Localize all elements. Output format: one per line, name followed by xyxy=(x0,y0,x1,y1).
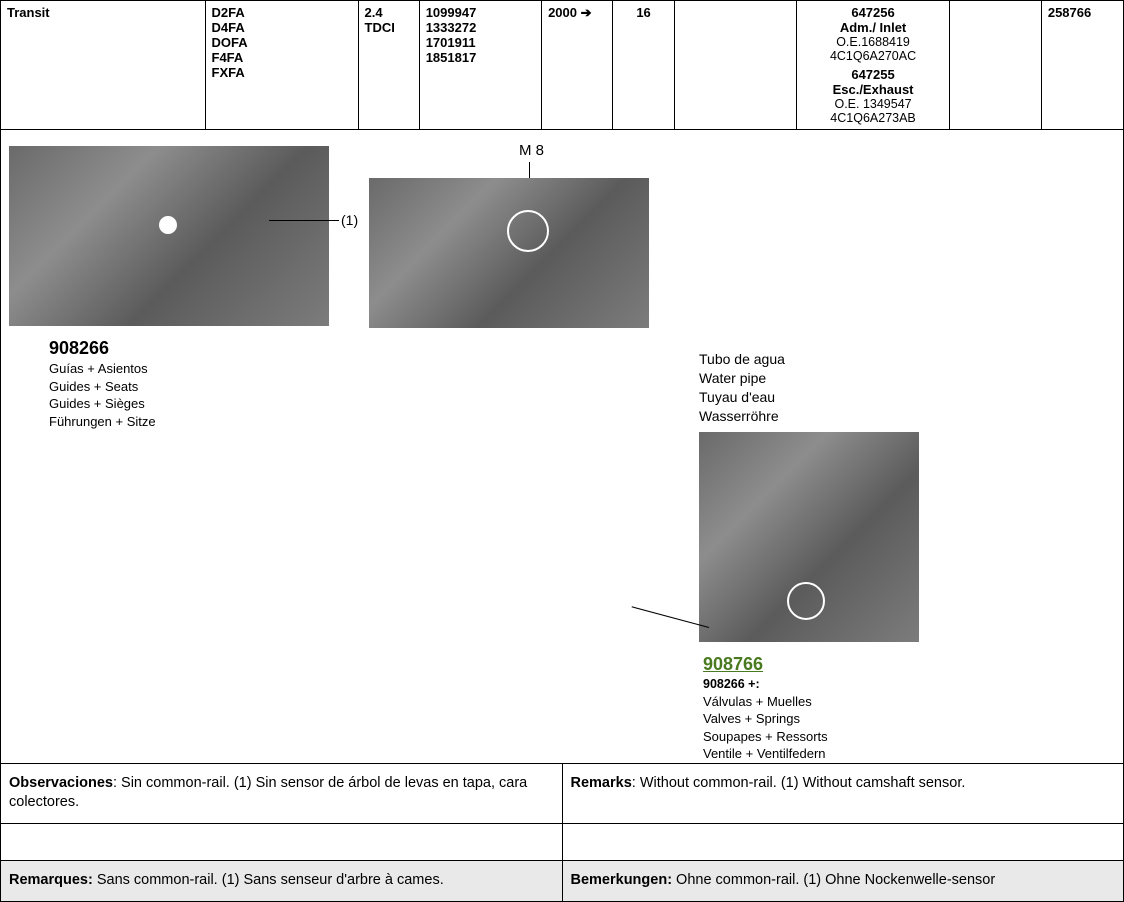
caption-line: Guides + Seats xyxy=(49,378,349,396)
product-image-wrap: (1) xyxy=(9,140,349,326)
catalog-entry: Transit D2FA D4FA DOFA F4FA FXFA 2.4 TDC… xyxy=(0,0,1124,902)
ref-partno: 647256 xyxy=(803,5,943,20)
blank-cell xyxy=(950,1,1042,130)
caption-line: Führungen + Sitze xyxy=(49,413,349,431)
cylinder-head-side-image xyxy=(9,146,329,326)
cylinder-head-top-image xyxy=(699,432,919,642)
caption-line: Válvulas + Muelles xyxy=(703,693,1079,711)
product-right: Tubo de agua Water pipe Tuyau d'eau Wass… xyxy=(699,140,1079,763)
arrow-right-icon: ➔ xyxy=(581,5,592,20)
spacer xyxy=(563,824,1124,860)
remarks-es: Observaciones: Sin common-rail. (1) Sin … xyxy=(1,764,563,823)
cylinder-head-detail-image xyxy=(369,178,649,328)
engine-code: F4FA xyxy=(212,50,352,65)
label-line: Tuyau d'eau xyxy=(699,388,1079,407)
ref-oe: 4C1Q6A270AC xyxy=(803,49,943,63)
part-number: 908266 xyxy=(49,336,349,360)
product-image-wrap: M 8 xyxy=(369,148,679,328)
part-codes-cell: 1099947 1333272 1701911 1851817 xyxy=(419,1,541,130)
remarks-text: : Without common-rail. (1) Without camsh… xyxy=(632,775,966,791)
caption-line: Valves + Springs xyxy=(703,710,1079,728)
engine-code: D4FA xyxy=(212,20,352,35)
callout-1: (1) xyxy=(341,212,358,228)
remarks-en: Remarks: Without common-rail. (1) Withou… xyxy=(563,764,1124,823)
product-caption: 908766 908266 +: Válvulas + Muelles Valv… xyxy=(699,652,1079,763)
ref-partno: 647255 xyxy=(803,67,943,82)
caption-line: Guides + Sièges xyxy=(49,395,349,413)
engine-code: DOFA xyxy=(212,35,352,50)
remarks-text: Ohne common-rail. (1) Ohne Nockenwelle-s… xyxy=(672,872,995,888)
label-line: Tubo de agua xyxy=(699,350,1079,369)
product-left: (1) 908266 Guías + Asientos Guides + Sea… xyxy=(9,140,349,430)
remarks-section: Observaciones: Sin common-rail. (1) Sin … xyxy=(1,764,1123,901)
remarks-fr: Remarques: Sans common-rail. (1) Sans se… xyxy=(1,861,563,901)
remarks-label: Remarks xyxy=(571,775,632,791)
part-code: 1851817 xyxy=(426,50,535,65)
engine-code: D2FA xyxy=(212,5,352,20)
part-code: 1099947 xyxy=(426,5,535,20)
year-cell: 2000 ➔ xyxy=(542,1,613,130)
remarks-label: Bemerkungen: xyxy=(571,872,673,888)
ref-label: Adm./ Inlet xyxy=(803,20,943,35)
thread-label: M 8 xyxy=(519,142,544,159)
caption-line: Ventile + Ventilfedern xyxy=(703,745,1079,763)
engine-codes-cell: D2FA D4FA DOFA F4FA FXFA xyxy=(205,1,358,130)
part-code: 1333272 xyxy=(426,20,535,35)
caption-line: Soupapes + Ressorts xyxy=(703,728,1079,746)
ref-label: Esc./Exhaust xyxy=(803,82,943,97)
label-line: Water pipe xyxy=(699,369,1079,388)
remarks-text: Sans common-rail. (1) Sans senseur d'arb… xyxy=(93,872,444,888)
water-pipe-labels: Tubo de agua Water pipe Tuyau d'eau Wass… xyxy=(699,140,1079,426)
product-caption: 908266 Guías + Asientos Guides + Seats G… xyxy=(9,336,349,430)
blank-cell xyxy=(674,1,796,130)
spec-table: Transit D2FA D4FA DOFA F4FA FXFA 2.4 TDC… xyxy=(1,1,1123,130)
refs-cell: 647256 Adm./ Inlet O.E.1688419 4C1Q6A270… xyxy=(797,1,950,130)
part-code: 1701911 xyxy=(426,35,535,50)
ref-oe: O.E. 1349547 xyxy=(803,97,943,111)
engine-code: FXFA xyxy=(212,65,352,80)
product-images-row: (1) 908266 Guías + Asientos Guides + Sea… xyxy=(1,130,1123,764)
caption-line: Guías + Asientos xyxy=(49,360,349,378)
disp-value: TDCI xyxy=(365,20,413,35)
remarks-label: Observaciones xyxy=(9,775,113,791)
disp-value: 2.4 xyxy=(365,5,413,20)
remarks-de: Bemerkungen: Ohne common-rail. (1) Ohne … xyxy=(563,861,1124,901)
model-cell: Transit xyxy=(1,1,205,130)
caption-header: 908266 +: xyxy=(703,676,1079,693)
valves-cell: 16 xyxy=(613,1,674,130)
year-value: 2000 xyxy=(548,5,577,20)
displacement-cell: 2.4 TDCI xyxy=(358,1,419,130)
remarks-row: Remarques: Sans common-rail. (1) Sans se… xyxy=(1,861,1123,901)
product-mid: M 8 xyxy=(369,140,679,328)
product-image-wrap xyxy=(699,432,1079,642)
ref-oe: O.E.1688419 xyxy=(803,35,943,49)
remarks-spacer-row xyxy=(1,824,1123,861)
remarks-label: Remarques: xyxy=(9,872,93,888)
part-number-highlight: 908766 xyxy=(703,652,1079,676)
spacer xyxy=(1,824,563,860)
last-ref-cell: 258766 xyxy=(1041,1,1123,130)
label-line: Wasserröhre xyxy=(699,407,1079,426)
ref-oe: 4C1Q6A273AB xyxy=(803,111,943,125)
remarks-row: Observaciones: Sin common-rail. (1) Sin … xyxy=(1,764,1123,824)
product-image-col: 908766 908266 +: Válvulas + Muelles Valv… xyxy=(699,432,1079,763)
